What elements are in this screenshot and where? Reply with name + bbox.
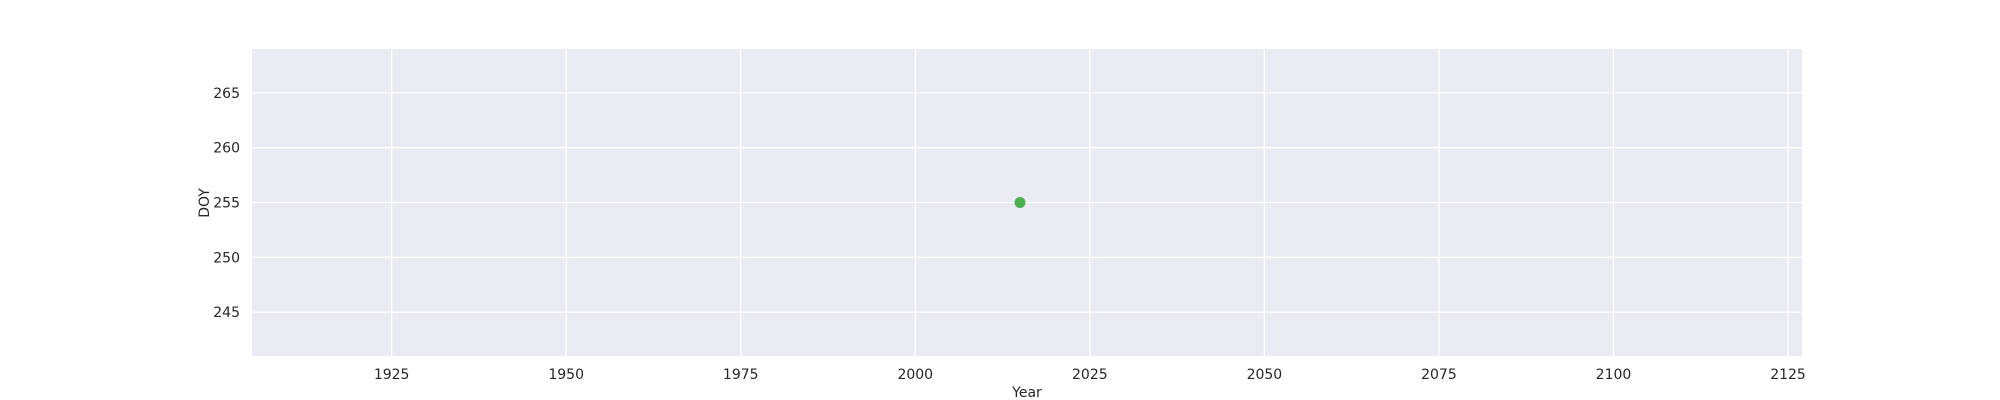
- y-tick-label: 245: [213, 305, 240, 321]
- y-tick-label: 265: [213, 86, 240, 102]
- y-axis-label: DOY: [197, 188, 213, 218]
- x-tick-label: 2050: [1247, 367, 1283, 383]
- data-point: [1014, 197, 1026, 208]
- x-tick-label: 2125: [1770, 367, 1806, 383]
- x-tick-label: 2025: [1072, 367, 1108, 383]
- y-tick-label: 260: [213, 141, 240, 157]
- x-tick-label: 1950: [548, 367, 584, 383]
- x-tick-label: 2000: [897, 367, 933, 383]
- grid-lines: [252, 49, 1802, 356]
- y-tick-label: 255: [213, 196, 240, 212]
- x-tick-label: 1925: [374, 367, 410, 383]
- y-tick-label: 250: [213, 250, 240, 266]
- x-tick-label: 2075: [1421, 367, 1457, 383]
- y-tick-labels: 245 250 255 260 265: [213, 86, 240, 321]
- x-axis-label: Year: [1011, 385, 1042, 400]
- x-tick-label: 2100: [1596, 367, 1632, 383]
- x-tick-labels: 1925 1950 1975 2000 2025 2050 2075 2100 2125: [374, 367, 1806, 383]
- x-tick-label: 1975: [723, 367, 759, 383]
- data-points: [1014, 197, 1026, 208]
